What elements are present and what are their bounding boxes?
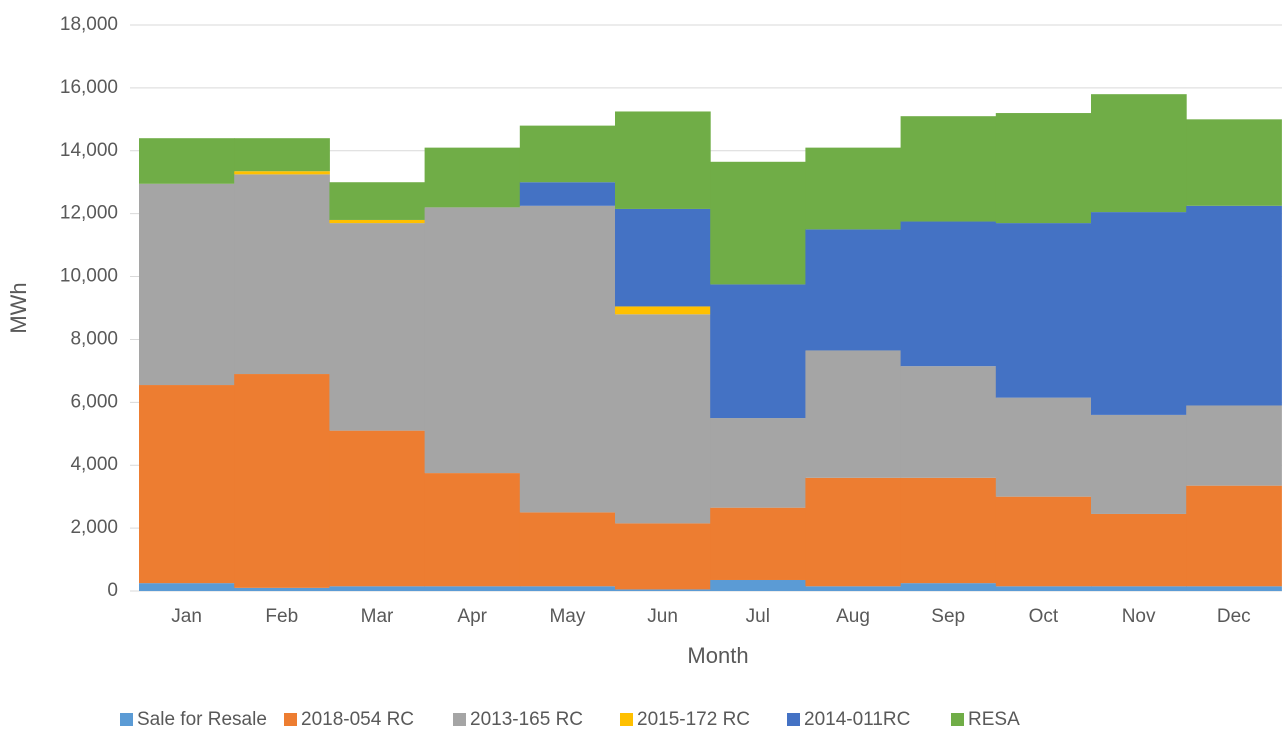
y-axis-title: MWh [6, 282, 31, 333]
x-tick-label: Feb [265, 606, 298, 627]
y-tick-label: 2,000 [70, 517, 118, 538]
bar-segment [1091, 513, 1187, 587]
y-tick-label: 4,000 [70, 454, 118, 475]
x-axis-title: Month [687, 643, 748, 668]
legend-swatch [787, 713, 800, 726]
bar-segment [1186, 405, 1282, 486]
x-tick-label: Oct [1029, 606, 1059, 627]
bar-segment [710, 161, 806, 285]
bar-segment [900, 116, 997, 222]
bar-segment [234, 174, 330, 375]
bar-segment [995, 113, 1092, 224]
legend-swatch [951, 713, 964, 726]
bar-segment [139, 138, 235, 184]
bar-segment [1091, 586, 1187, 591]
bar-segment [329, 223, 426, 431]
bar-segment [805, 586, 902, 591]
bar-segment [424, 207, 521, 474]
legend-label: 2018-054 RC [301, 709, 414, 730]
bar-segment [995, 397, 1092, 497]
bar-segment [805, 477, 902, 587]
bar-segment [710, 418, 806, 508]
x-tick-label: Sep [931, 606, 965, 627]
bar-segment [1091, 414, 1187, 514]
bar-segment [900, 477, 997, 584]
bar-segment [900, 221, 997, 367]
bar-segment [710, 284, 806, 419]
bar-segment [995, 223, 1092, 398]
y-tick-label: 10,000 [60, 266, 118, 287]
bar-segment [329, 586, 426, 591]
bar-segment [1186, 586, 1282, 591]
bar-segment [234, 138, 330, 172]
bar-segment [805, 229, 902, 351]
bar-segment [1186, 119, 1282, 206]
bar-segment [1091, 94, 1187, 213]
bar-segment [329, 430, 426, 587]
x-tick-label: Mar [361, 606, 394, 627]
x-tick-label: Aug [836, 606, 870, 627]
bar-segment [805, 147, 902, 230]
x-tick-label: Jul [746, 606, 770, 627]
bar-segment [519, 512, 616, 587]
legend-label: Sale for Resale [137, 709, 267, 730]
legend-label: 2015-172 RC [637, 709, 750, 730]
x-tick-label: Jan [171, 606, 202, 627]
y-tick-label: 14,000 [60, 140, 118, 161]
bar-segment [424, 147, 521, 208]
bar-segment [139, 583, 235, 591]
bar-segment [1186, 485, 1282, 587]
legend-label: 2014-011RC [804, 709, 910, 730]
bar-segment [615, 111, 711, 209]
bar-segment [139, 385, 235, 584]
x-tick-label: Jun [647, 606, 678, 627]
bar-segment [424, 586, 521, 591]
bar-segment [615, 306, 711, 315]
y-tick-label: 6,000 [70, 391, 118, 412]
bar-segment [1186, 205, 1282, 406]
bar-segment [615, 314, 711, 524]
bar-segment [234, 587, 330, 591]
bar-segment [995, 586, 1092, 591]
legend-label: RESA [968, 709, 1020, 730]
x-tick-label: Nov [1122, 606, 1156, 627]
y-tick-label: 18,000 [60, 14, 118, 35]
x-tick-label: May [549, 606, 585, 627]
legend-swatch [120, 713, 133, 726]
bar-segment [424, 473, 521, 587]
y-tick-label: 8,000 [70, 328, 118, 349]
legend-swatch [620, 713, 633, 726]
y-tick-label: 12,000 [60, 203, 118, 224]
bar-segment [519, 586, 616, 591]
bar-segment [519, 182, 616, 206]
bar-segment [615, 523, 711, 590]
bar-segment [615, 208, 711, 307]
bar-segment [900, 583, 997, 591]
bar-segment [1091, 212, 1187, 415]
bar-segment [710, 507, 806, 580]
legend-label: 2013-165 RC [470, 709, 583, 730]
bar-segment [139, 183, 235, 386]
bar-segment [995, 496, 1092, 587]
x-tick-label: Apr [457, 606, 487, 627]
legend-swatch [453, 713, 466, 726]
bar-segment [234, 374, 330, 588]
legend-swatch [284, 713, 297, 726]
y-tick-label: 0 [107, 580, 118, 601]
y-tick-label: 16,000 [60, 77, 118, 98]
x-tick-label: Dec [1217, 606, 1251, 627]
bar-segment [519, 205, 616, 513]
bar-segment [519, 125, 616, 183]
bar-segment [615, 589, 711, 591]
bar-segment [329, 182, 426, 220]
bar-segment [234, 171, 330, 175]
bar-segment [710, 579, 806, 591]
bar-segment [329, 219, 426, 224]
bar-segment [900, 366, 997, 478]
bar-segment [805, 350, 902, 478]
